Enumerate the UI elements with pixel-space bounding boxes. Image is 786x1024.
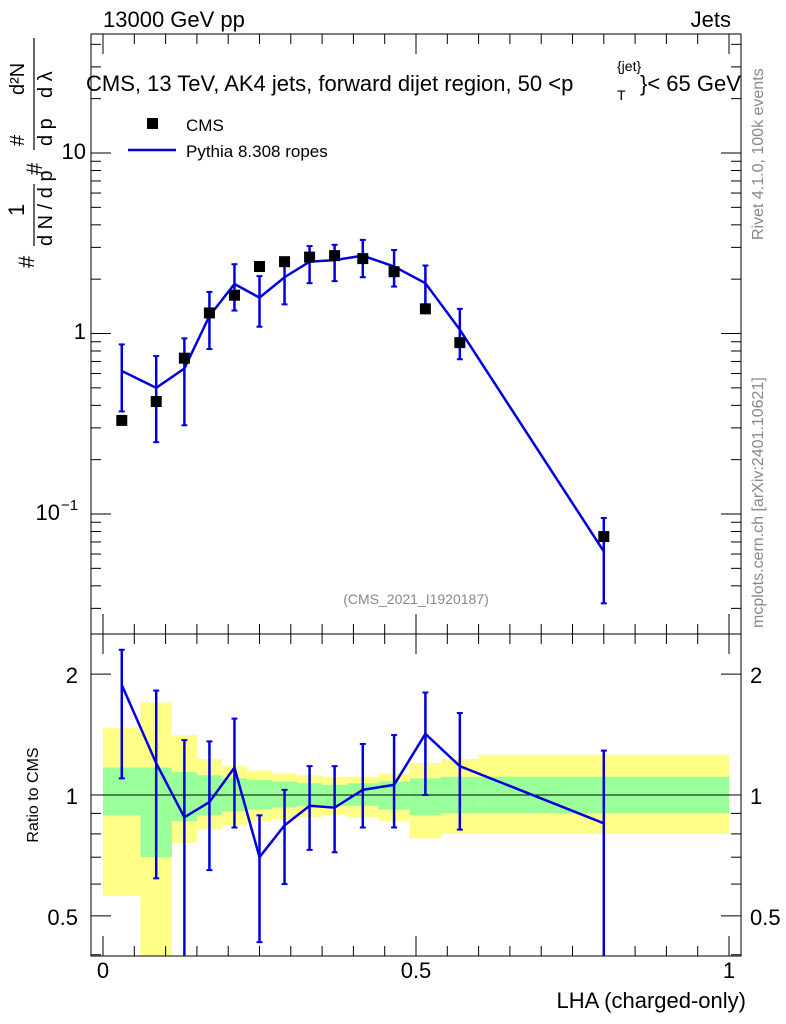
rivet-version: Rivet 4.1.0, 100k events [750, 68, 767, 240]
legend-cms-marker [147, 118, 158, 129]
ratio-y-tick-labels: 2 1 0.5 2 1 0.5 [47, 663, 780, 930]
category-label: Jets [691, 7, 731, 32]
plot-title-end: }< 65 GeV [640, 71, 741, 96]
svg-text:d p: d p [35, 118, 57, 146]
ratio-y-tick-0.5: 0.5 [47, 905, 78, 930]
svg-text:#: # [14, 255, 39, 268]
cms-point-2 [178, 352, 190, 364]
svg-text:1: 1 [4, 204, 29, 216]
beam-label: 13000 GeV pp [103, 7, 245, 32]
legend-cms-label: CMS [186, 116, 224, 135]
mcplots-source: mcplots.cern.ch [arXiv:2401.10621] [750, 377, 767, 628]
ratio-y-axis-label: Ratio to CMS [25, 747, 42, 842]
cms-point-5 [254, 261, 265, 273]
top-y-tick-labels: 10 1 10 −1 [36, 139, 86, 525]
x-tick-labels: 0 0.5 1 [97, 958, 735, 983]
cms-point-0 [116, 414, 128, 426]
top-y-tick-10: 10 [62, 139, 86, 164]
top-y-tick-1: 1 [74, 319, 86, 344]
top-y-axis-label: # 1 d N / d p # # d²N d p d λ [4, 38, 57, 268]
ratio-y-tick-1-right: 1 [750, 784, 762, 809]
cms-point-7 [304, 251, 316, 263]
x-tick-0.5: 0.5 [401, 958, 432, 983]
analysis-id: (CMS_2021_I1920187) [343, 591, 489, 607]
svg-text:#: # [22, 162, 47, 175]
ratio-error-bars [118, 648, 607, 956]
legend: CMS Pythia 8.308 ropes [128, 116, 328, 161]
ratio-y-tick-2-right: 2 [750, 663, 762, 688]
ratio-y-tick-1: 1 [66, 784, 78, 809]
svg-text:d λ: d λ [35, 71, 57, 98]
cms-point-11 [419, 303, 431, 315]
plot-title-sup: {jet} [617, 58, 641, 74]
plot-title-sub: T [617, 87, 626, 103]
svg-text:#: # [7, 134, 29, 146]
svg-text:d N / d p: d N / d p [35, 170, 57, 246]
x-axis-label: LHA (charged-only) [556, 988, 746, 1013]
cms-point-3 [203, 307, 215, 319]
legend-mc-label: Pythia 8.308 ropes [186, 142, 328, 161]
svg-text:d²N: d²N [7, 63, 29, 95]
cms-markers [116, 250, 610, 543]
axis-ticks [91, 34, 741, 956]
ratio-y-tick-2: 2 [66, 663, 78, 688]
ratio-line [120, 684, 605, 860]
plot-title: CMS, 13 TeV, AK4 jets, forward dijet reg… [86, 58, 741, 103]
cms-point-13 [598, 531, 610, 543]
cms-point-1 [150, 396, 162, 408]
cms-point-6 [279, 256, 291, 268]
ratio-y-tick-0.5-right: 0.5 [750, 905, 781, 930]
x-tick-1: 1 [723, 958, 735, 983]
cms-point-10 [388, 266, 400, 278]
cms-point-4 [228, 289, 240, 301]
cms-point-9 [357, 253, 369, 265]
x-tick-0: 0 [97, 958, 109, 983]
plot-title-main: CMS, 13 TeV, AK4 jets, forward dijet reg… [86, 71, 573, 96]
cms-point-12 [454, 337, 466, 349]
top-y-tick-0.1: 10 [36, 500, 60, 525]
cms-point-8 [329, 250, 341, 262]
top-y-tick-0.1-exponent: −1 [61, 497, 78, 514]
